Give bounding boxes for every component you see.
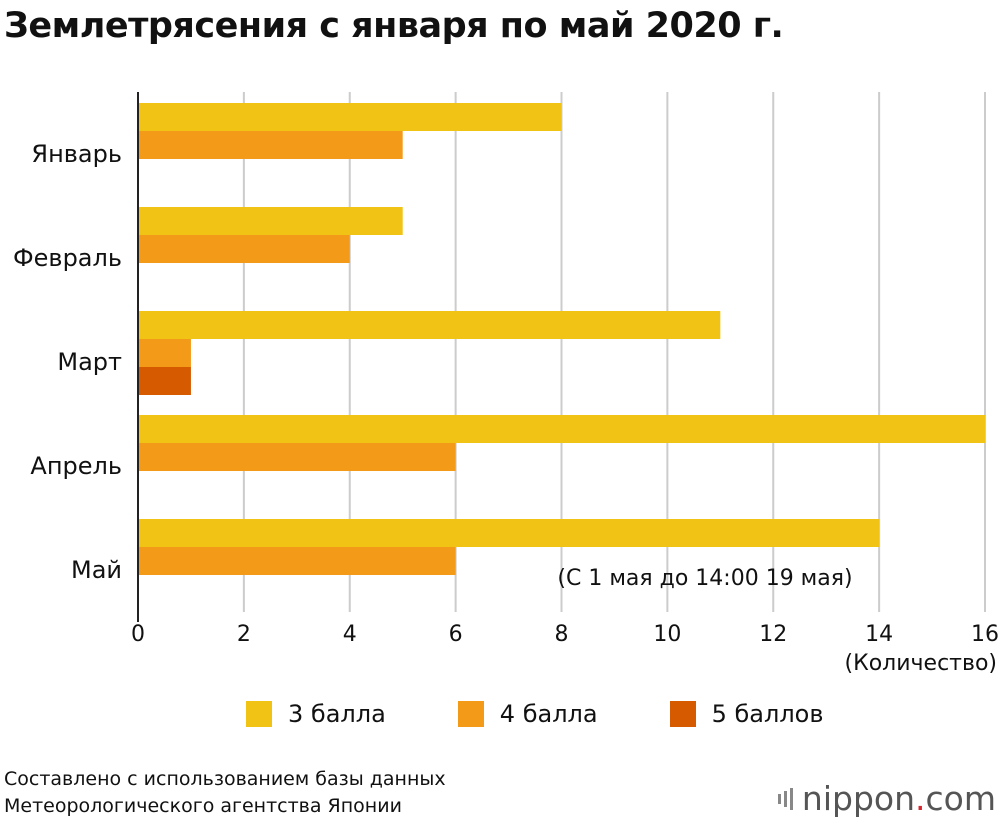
bar-0-0 bbox=[138, 103, 562, 131]
tick-label-6: 6 bbox=[449, 622, 463, 647]
bar-2-1 bbox=[138, 339, 191, 367]
source-note: Составлено с использованием базы данных … bbox=[4, 766, 446, 820]
legend: 3 балла 4 балла 5 баллов bbox=[246, 700, 896, 728]
legend-label-3: 3 балла bbox=[288, 700, 386, 728]
bar-3-0 bbox=[138, 415, 985, 443]
bar-1-0 bbox=[138, 207, 403, 235]
tick-label-8: 8 bbox=[555, 622, 569, 647]
legend-swatch-3 bbox=[246, 701, 272, 727]
category-label-0: Январь bbox=[31, 140, 122, 168]
chart-title: Землетрясения с января по май 2020 г. bbox=[4, 6, 784, 46]
bar-4-1 bbox=[138, 547, 456, 575]
bar-3-1 bbox=[138, 443, 456, 471]
category-label-2: Март bbox=[57, 348, 122, 376]
brand-bars-icon bbox=[777, 787, 796, 810]
bar-2-2 bbox=[138, 367, 191, 395]
tick-label-10: 10 bbox=[653, 622, 681, 647]
legend-label-5: 5 баллов bbox=[711, 700, 824, 728]
legend-label-4: 4 балла bbox=[499, 700, 598, 728]
category-label-4: Май bbox=[71, 556, 122, 584]
brand-logo: nippon. com bbox=[777, 779, 996, 818]
legend-swatch-5 bbox=[669, 701, 696, 727]
bar-chart: Январь Февраль Март Апрель Май 0 2 4 6 8 10 12 14 16 (… bbox=[13, 92, 999, 676]
category-label-1: Февраль bbox=[13, 244, 122, 272]
bar-2-0 bbox=[138, 311, 721, 339]
tick-label-4: 4 bbox=[343, 622, 357, 647]
brand-name: nippon bbox=[801, 779, 916, 818]
bar-4-0 bbox=[138, 519, 880, 547]
brand-dot: . bbox=[915, 779, 926, 818]
tick-label-2: 2 bbox=[237, 622, 251, 647]
category-label-3: Апрель bbox=[30, 452, 122, 480]
brand-suffix: com bbox=[925, 779, 996, 818]
legend-item-5: 5 баллов bbox=[669, 700, 824, 728]
source-line-1: Составлено с использованием базы данных bbox=[4, 768, 446, 790]
annotation-may: (С 1 мая до 14:00 19 мая) bbox=[557, 566, 852, 591]
tick-label-16: 16 bbox=[971, 622, 999, 647]
legend-swatch-4 bbox=[457, 701, 484, 727]
x-axis-label: (Количество) bbox=[845, 651, 997, 676]
bar-1-1 bbox=[138, 235, 350, 263]
bar-0-1 bbox=[138, 131, 403, 159]
source-line-2: Метеорологического агентства Японии bbox=[4, 795, 402, 817]
tick-label-12: 12 bbox=[759, 622, 787, 647]
legend-item-3: 3 балла bbox=[246, 700, 386, 728]
tick-label-0: 0 bbox=[131, 622, 145, 647]
legend-item-4: 4 балла bbox=[457, 700, 598, 728]
tick-label-14: 14 bbox=[865, 622, 893, 647]
